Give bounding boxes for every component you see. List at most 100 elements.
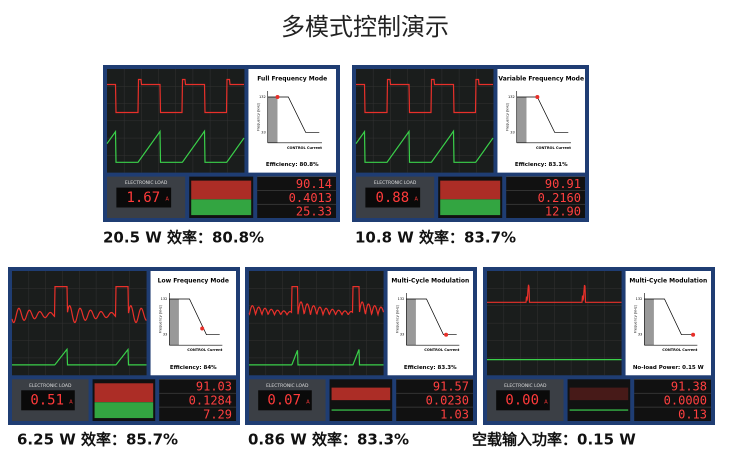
info-footer: Efficiency: 83.3% (404, 365, 457, 371)
y-high-label: 132 (161, 297, 168, 301)
info-box (150, 271, 236, 376)
load-title: ELECTRONIC LOAD (374, 180, 417, 186)
graph-marker (444, 332, 449, 337)
load-unit: A (544, 399, 548, 405)
load-value: 1.67 (126, 190, 160, 206)
load-display (496, 390, 550, 411)
red-trace-band (191, 180, 252, 200)
green-waveform (355, 129, 494, 163)
load-display (21, 390, 75, 411)
graph-shade (406, 299, 416, 346)
graph-curve (169, 298, 220, 336)
reading-value: 0.0000 (664, 394, 707, 408)
red-waveform (487, 284, 622, 303)
x-axis-title: CONTROL Current (662, 348, 697, 352)
graph-marker (691, 332, 696, 337)
graph-marker (275, 95, 280, 99)
mode-title: Full Frequency Mode (257, 76, 327, 83)
readings-box (506, 176, 585, 218)
panel-caption: 6.25 W 效率：85.7% (17, 431, 178, 449)
reading-value: 0.13 (678, 408, 707, 422)
reading-value: 0.2160 (538, 191, 581, 205)
info-box (387, 271, 473, 376)
green-trace-band (569, 409, 629, 411)
info-footer: No-load Power: 0.15 W (633, 365, 704, 371)
mode-title: Variable Frequency Mode (498, 76, 584, 83)
x-axis-title: CONTROL Current (287, 146, 322, 150)
green-waveform (12, 347, 147, 366)
graph-shade (644, 299, 654, 346)
red-trace-band (94, 383, 154, 403)
green-trace-band (440, 199, 501, 216)
info-box (497, 69, 585, 173)
y-low-label: 33 (261, 130, 265, 134)
mode-title: Low Frequency Mode (158, 278, 229, 285)
green-waveform (249, 349, 384, 366)
y-high-label: 132 (636, 297, 643, 301)
load-display (116, 187, 172, 208)
y-high-label: 132 (259, 95, 266, 99)
info-box (248, 69, 336, 173)
readings-box (257, 176, 336, 218)
graph-shade (516, 97, 527, 143)
readings-box (396, 379, 473, 421)
red-trace-band (440, 180, 501, 200)
y-low-label: 33 (400, 333, 404, 337)
reading-value: 90.14 (296, 177, 332, 191)
trace-strip (567, 379, 631, 421)
graph-shade (169, 299, 179, 346)
panel-caption: 20.5 W 效率：80.8% (103, 229, 264, 247)
readings-box (634, 379, 711, 421)
load-title: ELECTRONIC LOAD (504, 383, 547, 389)
green-trace-band (331, 409, 391, 411)
load-unit: A (69, 399, 73, 405)
red-waveform (11, 286, 147, 324)
y-low-label: 33 (510, 130, 514, 134)
reading-value: 91.38 (671, 380, 707, 394)
reading-value: 12.90 (545, 205, 581, 219)
y-axis-title: Frequency (kHz) (257, 102, 261, 131)
x-axis-title: CONTROL Current (424, 348, 459, 352)
load-value: 0.51 (30, 393, 64, 409)
y-low-label: 33 (638, 333, 642, 337)
load-title: ELECTRONIC LOAD (266, 383, 309, 389)
red-waveform (107, 78, 244, 114)
x-axis-title: CONTROL Current (187, 348, 222, 352)
y-axis-title: Frequency (kHz) (506, 102, 510, 131)
load-unit: A (166, 197, 170, 203)
load-display (258, 390, 312, 411)
load-title: ELECTRONIC LOAD (125, 180, 168, 186)
y-axis-title: Frequency (kHz) (158, 304, 162, 333)
readings-box (159, 379, 236, 421)
green-trace-band (191, 199, 252, 216)
info-footer: Efficiency: 84% (170, 365, 217, 371)
green-trace-band (94, 402, 154, 419)
graph-curve (516, 96, 569, 133)
y-low-label: 33 (163, 333, 167, 337)
reading-value: 25.33 (296, 205, 332, 219)
slide-title: 多模式控制演示 (281, 13, 449, 41)
reading-value: 91.57 (433, 380, 469, 394)
load-value: 0.88 (375, 190, 409, 206)
y-axis-title: Frequency (kHz) (395, 304, 399, 333)
graph-curve (406, 298, 457, 336)
panel-caption: 0.86 W 效率：83.3% (248, 431, 409, 449)
red-trace-band (569, 387, 629, 401)
reading-value: 90.91 (545, 177, 581, 191)
mode-title: Multi-Cycle Modulation (391, 278, 469, 285)
graph-shade (267, 97, 278, 143)
graph-marker (535, 95, 540, 99)
panel-caption: 10.8 W 效率：83.7% (355, 229, 516, 247)
load-unit: A (306, 399, 310, 405)
reading-value: 1.03 (440, 408, 469, 422)
reading-value: 0.4013 (289, 191, 332, 205)
graph-marker (200, 326, 205, 331)
y-axis-title: Frequency (kHz) (633, 304, 637, 333)
info-footer: Efficiency: 83.1% (515, 162, 568, 168)
load-unit: A (415, 197, 419, 203)
reading-value: 7.29 (203, 408, 232, 422)
info-box (625, 271, 711, 376)
info-footer: Efficiency: 80.8% (266, 162, 319, 168)
load-value: 0.00 (505, 393, 539, 409)
